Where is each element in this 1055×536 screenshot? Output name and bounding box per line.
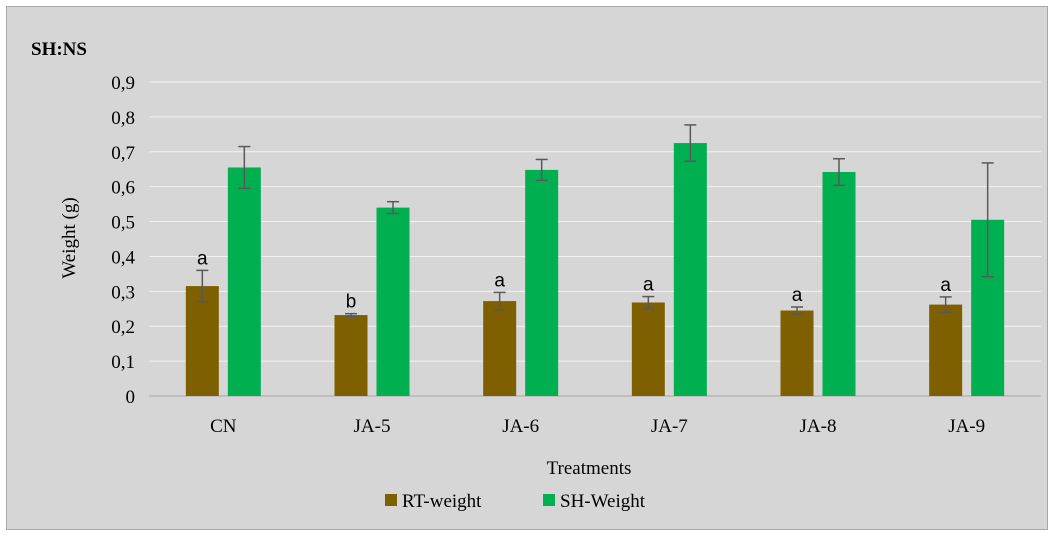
y-tick-label: 0 (126, 387, 136, 408)
legend-swatch-rt-weight (385, 494, 397, 506)
bar-sh-weight (227, 167, 261, 396)
significance-letter: a (197, 248, 208, 269)
y-tick-label: 0,6 (111, 178, 135, 199)
y-tick-label: 0,2 (111, 317, 135, 338)
bar-rt-weight (780, 310, 814, 396)
x-tick-label: JA-5 (354, 416, 391, 437)
bar-chart: SH:NS 00,10,20,30,40,50,60,70,80,9 aba a a… (31, 39, 1041, 512)
bar-rt-weight (929, 304, 963, 396)
gridlines (149, 81, 1041, 397)
y-tick-label: 0,9 (111, 73, 135, 94)
x-tick-label: JA-6 (502, 416, 539, 437)
x-tick-label: JA-8 (800, 416, 837, 437)
y-tick-label: 0,5 (111, 213, 135, 234)
x-tick-label: JA-9 (948, 416, 985, 437)
significance-letter: a (792, 285, 803, 306)
bar-rt-weight (185, 286, 219, 396)
bar-rt-weight (334, 315, 368, 396)
bar-rt-weight (483, 301, 517, 396)
legend-swatch-sh-weight (543, 494, 555, 506)
legend: RT-weight SH-Weight (385, 491, 646, 512)
bar-rt-weight (631, 302, 665, 396)
legend-label-sh-weight: SH-Weight (560, 491, 646, 512)
bar-sh-weight (376, 207, 410, 396)
bar-sh-weight (525, 169, 559, 396)
y-tick-label: 0,8 (111, 108, 135, 129)
y-tick-label: 0,7 (111, 143, 135, 164)
significance-letter: a (940, 275, 951, 296)
x-tick-label: JA-7 (651, 416, 688, 437)
significance-letter: a (643, 275, 654, 296)
x-axis-title: Treatments (547, 458, 632, 479)
y-tick-label: 0,3 (111, 282, 135, 303)
y-tick-label: 0,4 (111, 247, 135, 268)
chart-title: SH:NS (31, 39, 87, 60)
bar-sh-weight (822, 172, 856, 396)
significance-letter: a (494, 270, 505, 291)
significance-letter: b (346, 292, 357, 313)
y-axis-title: Weight (g) (59, 197, 80, 278)
y-axis-ticks: 0 0,1 0,2 0,3 0,4 0,5 0,6 0,7 0,8 0,9 (111, 73, 135, 408)
x-axis-ticks: CN JA-5 JA-6 JA-7 JA-8 JA-9 (210, 416, 985, 437)
y-tick-label: 0,1 (111, 352, 135, 373)
bar-sh-weight (673, 143, 707, 396)
x-tick-label: CN (210, 416, 237, 437)
legend-label-rt-weight: RT-weight (402, 491, 482, 512)
bars: a b a a a a (185, 124, 1005, 396)
